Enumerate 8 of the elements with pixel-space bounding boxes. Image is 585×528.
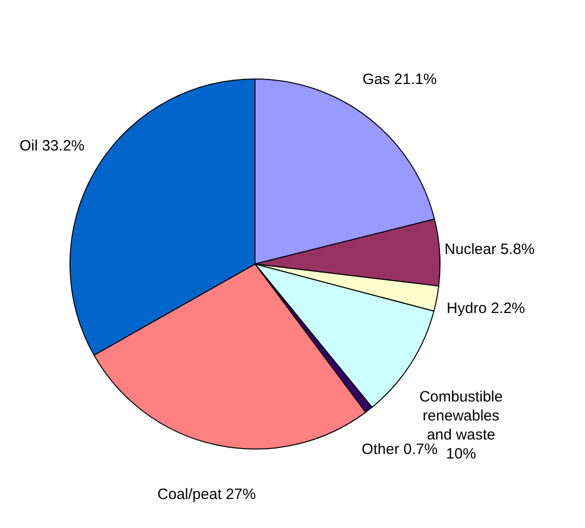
slice-label: Coal/peat 27% bbox=[157, 486, 256, 503]
slice-label: Oil 33.2% bbox=[19, 138, 84, 155]
slice-label: Gas 21.1% bbox=[362, 70, 437, 88]
slice-label: Nuclear 5.8% bbox=[444, 241, 535, 258]
data-label: 10% bbox=[446, 446, 476, 463]
slice-label: Combustible renewables and waste bbox=[419, 388, 503, 444]
slice-label: Other 0.7% bbox=[362, 441, 438, 458]
slice-label: Hydro 2.2% bbox=[446, 300, 526, 318]
